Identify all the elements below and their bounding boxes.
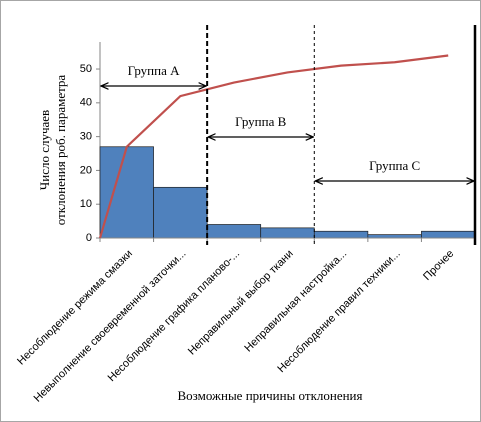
y-tick-label: 20 xyxy=(80,164,92,176)
y-tick-label: 50 xyxy=(80,63,92,75)
y-tick-label: 30 xyxy=(80,131,92,143)
bar xyxy=(99,146,154,239)
group-label: Группа В xyxy=(235,114,286,129)
y-axis-label: Число случаев xyxy=(37,110,52,190)
y-tick-label: 0 xyxy=(86,232,92,244)
group-label-bg xyxy=(361,157,428,175)
group-label-bg xyxy=(120,62,187,80)
bar xyxy=(421,230,476,239)
y-axis-label: отклонения роб. параметра xyxy=(53,75,68,226)
bar xyxy=(260,227,315,239)
y-tick-label: 10 xyxy=(80,198,92,210)
group-label: Группа А xyxy=(128,63,180,78)
bar xyxy=(206,224,262,239)
x-axis-label: Возможные причины отклонения xyxy=(177,388,362,403)
bar xyxy=(367,234,422,239)
group-label: Группа С xyxy=(369,158,420,173)
y-tick-label: 40 xyxy=(80,97,92,109)
cumulative-line xyxy=(98,54,449,239)
group-label-bg xyxy=(227,113,294,131)
bar xyxy=(153,186,208,239)
bar xyxy=(313,230,369,239)
